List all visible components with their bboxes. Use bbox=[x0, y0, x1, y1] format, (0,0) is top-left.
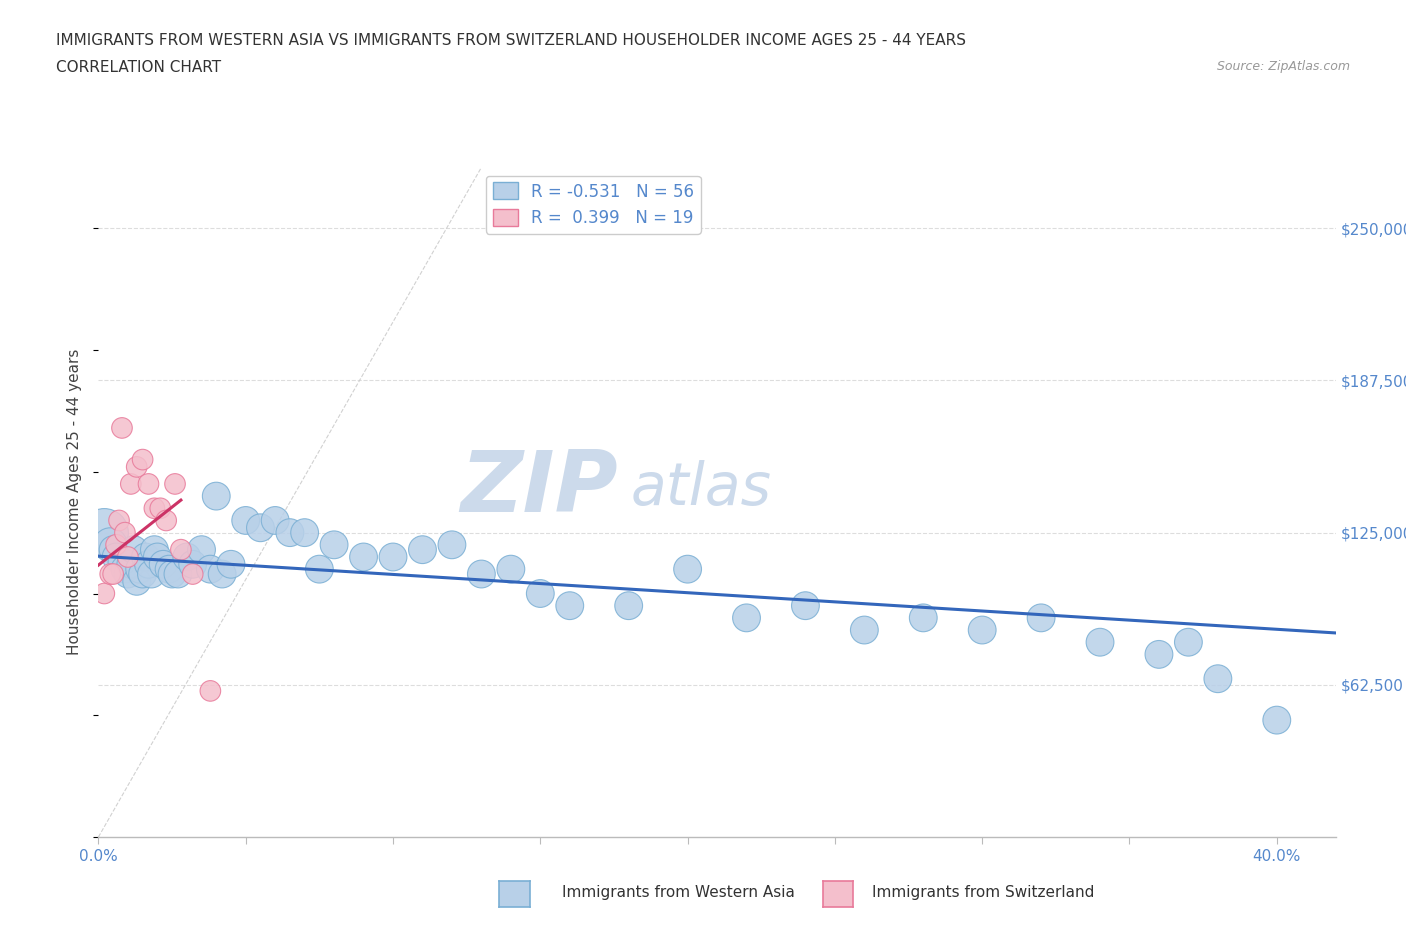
Point bbox=[382, 550, 405, 565]
Point bbox=[138, 557, 160, 572]
Point bbox=[176, 550, 198, 565]
Point bbox=[160, 566, 183, 581]
Text: atlas: atlas bbox=[630, 460, 772, 517]
Point bbox=[111, 420, 134, 435]
Point bbox=[912, 610, 935, 625]
Point bbox=[163, 476, 186, 491]
Point bbox=[353, 550, 375, 565]
Point bbox=[143, 501, 166, 516]
Point bbox=[1265, 712, 1288, 727]
Point bbox=[108, 513, 131, 528]
Point bbox=[93, 586, 115, 601]
Point bbox=[98, 538, 121, 552]
Point bbox=[167, 566, 190, 581]
Y-axis label: Householder Income Ages 25 - 44 years: Householder Income Ages 25 - 44 years bbox=[67, 349, 83, 656]
Point bbox=[117, 550, 139, 565]
Point bbox=[105, 550, 128, 565]
Point bbox=[972, 622, 994, 637]
Point bbox=[120, 476, 142, 491]
Point bbox=[181, 566, 204, 581]
Point bbox=[122, 542, 145, 557]
Point bbox=[294, 525, 316, 540]
Point bbox=[111, 554, 134, 569]
Point bbox=[131, 452, 153, 467]
Text: Source: ZipAtlas.com: Source: ZipAtlas.com bbox=[1216, 60, 1350, 73]
Point bbox=[125, 574, 148, 589]
Point bbox=[200, 562, 222, 577]
Point bbox=[170, 542, 193, 557]
Point bbox=[101, 542, 124, 557]
Point bbox=[155, 513, 177, 528]
Point bbox=[101, 566, 124, 581]
Point bbox=[128, 562, 150, 577]
Point bbox=[853, 622, 876, 637]
Point bbox=[1177, 635, 1199, 650]
Text: IMMIGRANTS FROM WESTERN ASIA VS IMMIGRANTS FROM SWITZERLAND HOUSEHOLDER INCOME A: IMMIGRANTS FROM WESTERN ASIA VS IMMIGRAN… bbox=[56, 33, 966, 47]
Point bbox=[1088, 635, 1111, 650]
Point bbox=[117, 566, 139, 581]
Point bbox=[308, 562, 330, 577]
Point bbox=[499, 562, 522, 577]
Text: ZIP: ZIP bbox=[460, 447, 619, 530]
Point bbox=[200, 684, 222, 698]
Point bbox=[181, 557, 204, 572]
Text: Immigrants from Switzerland: Immigrants from Switzerland bbox=[872, 885, 1094, 900]
Point bbox=[157, 562, 180, 577]
Point bbox=[114, 562, 136, 577]
Point bbox=[125, 459, 148, 474]
Point bbox=[323, 538, 346, 552]
Point bbox=[617, 598, 640, 613]
Point bbox=[105, 538, 128, 552]
Point bbox=[529, 586, 551, 601]
Point bbox=[114, 525, 136, 540]
Point bbox=[1147, 647, 1170, 662]
Point bbox=[264, 513, 287, 528]
Point bbox=[278, 525, 301, 540]
Point bbox=[249, 520, 271, 535]
Text: CORRELATION CHART: CORRELATION CHART bbox=[56, 60, 221, 75]
Point bbox=[152, 557, 174, 572]
Point bbox=[143, 542, 166, 557]
Point bbox=[146, 550, 169, 565]
Point bbox=[235, 513, 257, 528]
Point bbox=[141, 566, 163, 581]
Point bbox=[211, 566, 233, 581]
Text: Immigrants from Western Asia: Immigrants from Western Asia bbox=[562, 885, 796, 900]
Point bbox=[411, 542, 433, 557]
Point bbox=[149, 501, 172, 516]
Point bbox=[205, 488, 228, 503]
Point bbox=[1029, 610, 1052, 625]
Point bbox=[558, 598, 581, 613]
Point bbox=[676, 562, 699, 577]
Point bbox=[470, 566, 492, 581]
Point bbox=[440, 538, 463, 552]
Legend: R = -0.531   N = 56, R =  0.399   N = 19: R = -0.531 N = 56, R = 0.399 N = 19 bbox=[486, 176, 700, 233]
Point bbox=[98, 566, 121, 581]
Point bbox=[120, 557, 142, 572]
Point bbox=[1206, 671, 1229, 686]
Point bbox=[219, 557, 242, 572]
Point bbox=[131, 566, 153, 581]
Point bbox=[735, 610, 758, 625]
Point bbox=[93, 525, 115, 540]
Point bbox=[135, 550, 157, 565]
Point bbox=[138, 476, 160, 491]
Point bbox=[190, 542, 212, 557]
Point bbox=[794, 598, 817, 613]
